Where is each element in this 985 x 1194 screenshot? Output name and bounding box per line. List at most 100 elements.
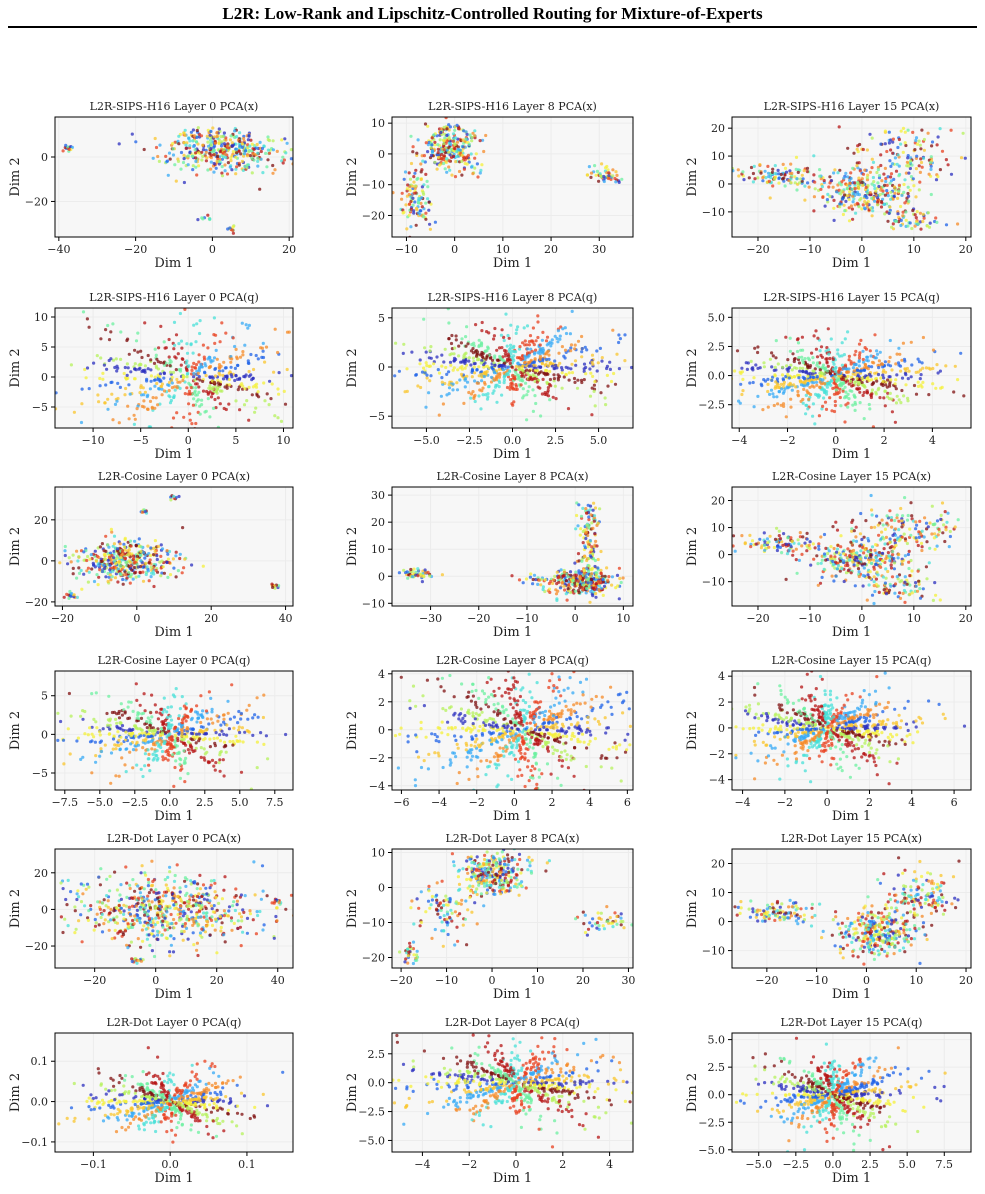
data-point [195, 377, 199, 381]
data-point [823, 382, 827, 386]
data-point [815, 355, 820, 359]
data-point [903, 130, 907, 134]
data-point [514, 331, 518, 335]
data-point [144, 553, 148, 557]
data-point [777, 390, 782, 394]
data-point [855, 164, 859, 168]
data-point [818, 394, 822, 398]
data-point [216, 378, 220, 383]
data-point [414, 191, 418, 195]
data-point [437, 163, 442, 167]
data-point [889, 190, 893, 194]
data-point [124, 376, 128, 380]
data-point [832, 392, 836, 396]
data-point [771, 167, 775, 171]
data-point [959, 156, 964, 160]
data-point [638, 413, 641, 416]
data-point [896, 212, 900, 216]
data-point [847, 382, 851, 386]
data-point [215, 135, 219, 139]
data-point [517, 365, 521, 369]
chart-title: L2R-SIPS-H16 Layer 0 PCA(q) [89, 291, 259, 304]
data-point [464, 137, 468, 141]
data-point [884, 383, 888, 387]
data-point [921, 335, 925, 340]
data-point [591, 552, 595, 556]
data-point [190, 563, 194, 567]
data-point [864, 358, 869, 362]
data-point [782, 404, 786, 408]
data-point [127, 352, 131, 356]
data-point [447, 159, 451, 163]
data-point [125, 338, 129, 343]
data-point [454, 334, 458, 338]
scatter-panel: L2R-SIPS-H16 Layer 8 PCA(x) −10 0 10 20 30 −20… [345, 99, 639, 279]
data-point [817, 414, 821, 418]
data-point [907, 194, 911, 198]
data-point [859, 369, 863, 373]
data-point [175, 377, 179, 382]
data-point [592, 389, 596, 393]
data-point [821, 195, 825, 199]
data-point [570, 309, 574, 313]
data-point [495, 376, 499, 380]
y-tick-label: 5.0 [708, 311, 726, 324]
data-point [934, 216, 938, 220]
data-point [123, 548, 127, 552]
data-point [480, 359, 484, 363]
data-point [153, 384, 157, 388]
data-point [883, 166, 887, 170]
data-point [929, 164, 933, 168]
data-point [88, 557, 92, 561]
data-point [590, 521, 594, 525]
data-point [151, 156, 155, 160]
data-point [906, 185, 910, 189]
data-point [575, 582, 580, 586]
data-point [820, 407, 824, 411]
data-point [771, 184, 775, 188]
data-point [876, 165, 880, 169]
data-point [876, 203, 880, 207]
data-point [121, 582, 125, 586]
data-point [613, 382, 618, 386]
scatter-panel: L2R-SIPS-H16 Layer 0 PCA(q) −10 −5 0 5 10 −5 0 5… [8, 290, 299, 470]
data-point [793, 181, 797, 185]
data-point [294, 143, 297, 146]
data-point [596, 361, 600, 365]
data-point [877, 363, 881, 367]
data-point [589, 371, 593, 375]
data-point [273, 168, 277, 172]
data-point [546, 349, 550, 353]
data-point [164, 154, 168, 158]
data-point [921, 219, 925, 224]
data-point [586, 578, 590, 582]
data-point [586, 545, 590, 549]
data-point [670, 374, 673, 377]
data-point [86, 580, 90, 584]
x-tick-label: −10 [515, 612, 538, 625]
data-point [66, 562, 70, 566]
data-point [115, 547, 120, 551]
data-point [753, 177, 757, 181]
data-point [229, 159, 233, 163]
data-point [276, 350, 280, 355]
data-point [455, 150, 459, 154]
data-point [551, 578, 556, 582]
data-point [590, 545, 594, 549]
y-tick-label: 30 [371, 489, 385, 502]
data-point [185, 351, 190, 355]
data-point [135, 554, 139, 558]
data-point [875, 352, 880, 356]
data-point [823, 376, 827, 380]
data-point [855, 368, 860, 372]
data-point [611, 328, 615, 332]
data-point [502, 381, 506, 385]
data-point [470, 135, 474, 139]
data-point [271, 163, 275, 168]
data-point [247, 385, 251, 389]
data-point [456, 368, 460, 372]
data-point [157, 346, 161, 350]
data-point [166, 173, 170, 177]
data-point [569, 573, 573, 577]
data-point [67, 596, 71, 600]
